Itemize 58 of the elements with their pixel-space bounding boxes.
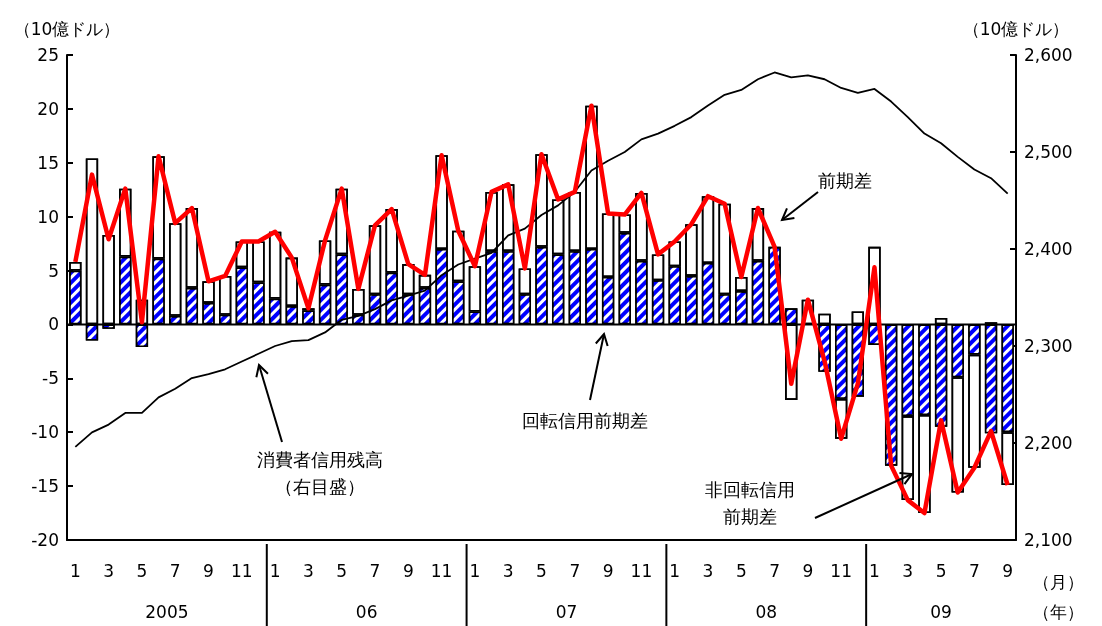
y-tick-label: 15 <box>37 152 59 173</box>
annotation: 前期差 <box>818 169 872 191</box>
x-tick-label: 7 <box>569 560 581 581</box>
y-tick-label: 5 <box>48 260 59 281</box>
x-tick-label: 11 <box>630 560 653 581</box>
x-tick-label: 7 <box>769 560 780 581</box>
text: 08 <box>755 602 778 622</box>
x-tick-label: 7 <box>968 560 980 581</box>
text: 06 <box>355 602 378 622</box>
x-tick-label: 7 <box>169 560 181 581</box>
y2-tick-label: 2,400 <box>1024 239 1073 259</box>
y-tick-label: -20 <box>31 530 59 550</box>
y2-axis-title: （10億ドル） <box>962 18 1070 39</box>
x-tick-label: 5 <box>536 560 547 581</box>
x-tick-label: 3 <box>702 560 714 581</box>
x-tick-label: 9 <box>402 560 414 581</box>
x-tick-label: 3 <box>103 560 115 581</box>
x-tick-label: 1 <box>669 560 681 581</box>
text: 2005 <box>145 602 189 622</box>
text: 09 <box>930 602 952 622</box>
x-tick-label: 11 <box>231 560 253 581</box>
x-tick-label: 1 <box>269 560 281 581</box>
x-axis-title: （月） <box>1032 572 1084 592</box>
x-tick-label: 1 <box>869 560 880 581</box>
x-tick-label: 1 <box>69 560 81 581</box>
x-tick-label: 9 <box>203 560 214 581</box>
annotation: 消費者信用残高（右目盛） <box>257 449 383 497</box>
text: （年） <box>1032 602 1084 622</box>
y-tick-label: 25 <box>37 45 59 65</box>
y2-tick-label: 2,100 <box>1024 530 1073 550</box>
y-tick-label: -5 <box>42 368 59 389</box>
annotation: 回転信用前期差 <box>522 409 648 431</box>
annotation: 非回転信用前期差 <box>705 479 795 527</box>
y-tick-label: -10 <box>31 422 59 443</box>
y-tick-label: 20 <box>37 98 59 119</box>
x-tick-label: 7 <box>369 560 381 581</box>
x-tick-label: 9 <box>802 560 814 581</box>
y2-tick-label: 2,300 <box>1024 336 1073 356</box>
y2-tick-label: 2,600 <box>1024 45 1073 65</box>
x-tick-label: 11 <box>830 560 852 581</box>
x-tick-label: 9 <box>1002 560 1014 581</box>
y2-tick-label: 2,200 <box>1024 433 1073 453</box>
text: 07 <box>555 602 578 622</box>
y-axis-title: （10億ドル） <box>13 18 121 39</box>
x-tick-label: 5 <box>935 560 947 581</box>
y-tick-label: -15 <box>31 476 59 497</box>
x-tick-label: 3 <box>902 560 914 581</box>
y-tick-label: 0 <box>48 314 59 335</box>
y-tick-label: 10 <box>37 206 59 227</box>
x-tick-label: 5 <box>136 560 148 581</box>
x-tick-label: 5 <box>735 560 747 581</box>
x-tick-label: 11 <box>430 560 453 581</box>
x-tick-label: 3 <box>502 560 514 581</box>
x-tick-label: 9 <box>602 560 614 581</box>
y2-tick-label: 2,500 <box>1024 142 1073 162</box>
x-tick-label: 5 <box>336 560 348 581</box>
x-tick-label: 3 <box>303 560 314 581</box>
x-tick-label: 1 <box>469 560 481 581</box>
